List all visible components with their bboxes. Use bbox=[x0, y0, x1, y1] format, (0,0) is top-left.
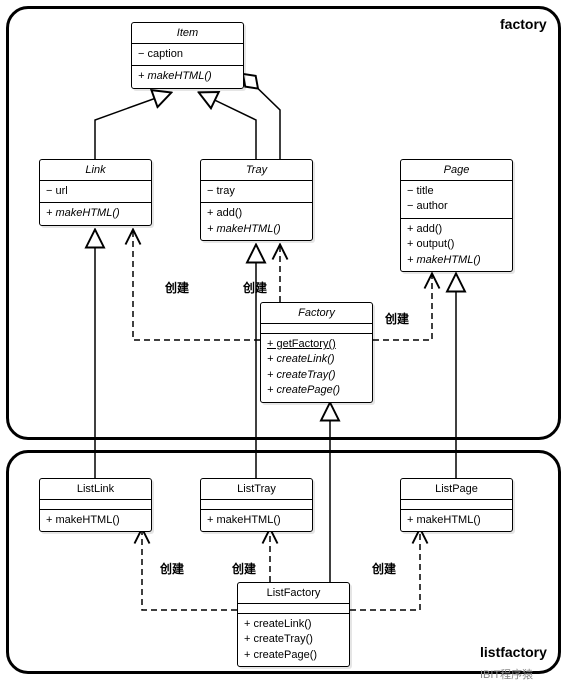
class-item-ops: + makeHTML() bbox=[132, 66, 243, 87]
class-page-name: Page bbox=[401, 160, 512, 181]
edge-label-factory-page: 创建 bbox=[385, 310, 409, 327]
class-listfactory-name: ListFactory bbox=[238, 583, 349, 604]
watermark-text: IBIT程序猿 bbox=[480, 666, 533, 682]
edge-label-listfactory-listlink: 创建 bbox=[160, 560, 184, 577]
class-listpage: ListPage + makeHTML() bbox=[400, 478, 513, 532]
class-item-attrs: − caption bbox=[132, 44, 243, 66]
class-item: Item − caption + makeHTML() bbox=[131, 22, 244, 89]
class-listlink-name: ListLink bbox=[40, 479, 151, 500]
package-factory-label: factory bbox=[500, 16, 547, 32]
edge-label-factory-link: 创建 bbox=[165, 279, 189, 296]
class-page: Page − title − author + add() + output()… bbox=[400, 159, 513, 272]
class-listtray-name: ListTray bbox=[201, 479, 312, 500]
class-listlink: ListLink + makeHTML() bbox=[39, 478, 152, 532]
class-listfactory: ListFactory + createLink() + createTray(… bbox=[237, 582, 350, 667]
package-listfactory-label: listfactory bbox=[480, 644, 547, 660]
class-tray-name: Tray bbox=[201, 160, 312, 181]
diagram-canvas: factory listfactory 创建 bbox=[0, 0, 567, 687]
class-link-name: Link bbox=[40, 160, 151, 181]
class-item-name: Item bbox=[132, 23, 243, 44]
edge-label-factory-tray: 创建 bbox=[243, 279, 267, 296]
class-factory-name: Factory bbox=[261, 303, 372, 324]
class-tray: Tray − tray + add() + makeHTML() bbox=[200, 159, 313, 241]
edge-label-listfactory-listpage: 创建 bbox=[372, 560, 396, 577]
edge-label-listfactory-listtray: 创建 bbox=[232, 560, 256, 577]
class-factory: Factory + getFactory() + createLink() + … bbox=[260, 302, 373, 403]
class-listpage-name: ListPage bbox=[401, 479, 512, 500]
class-link: Link − url + makeHTML() bbox=[39, 159, 152, 226]
class-listtray: ListTray + makeHTML() bbox=[200, 478, 313, 532]
